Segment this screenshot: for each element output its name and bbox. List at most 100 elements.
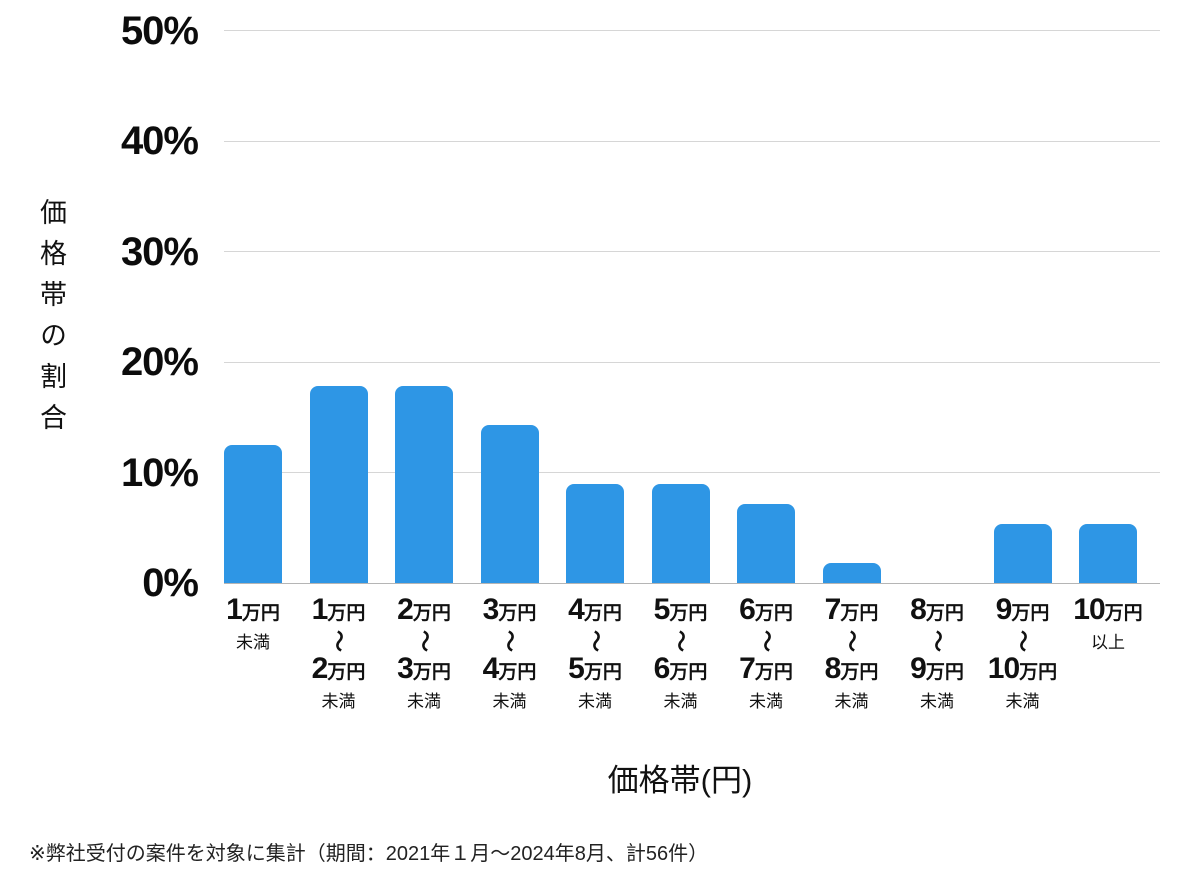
x-label-unit: 万円: [498, 603, 537, 624]
x-label-qualifier: 以上: [1091, 633, 1125, 652]
x-label-unit: 万円: [327, 662, 366, 683]
footnote: ※弊社受付の案件を対象に集計（期間：2021年１月～2024年8月、計56件）: [29, 843, 709, 865]
x-label-number: 8: [910, 593, 927, 626]
y-tick-label: 50%: [120, 8, 199, 53]
x-label-number: 6: [739, 593, 756, 626]
x-label-line1: 3 万円: [483, 593, 537, 630]
x-label-line2: 3 万円: [397, 652, 451, 689]
x-label-line2: 5 万円: [568, 652, 622, 689]
x-label-number: 9: [995, 593, 1013, 626]
tilde-separator: 〜: [839, 629, 865, 653]
gridline: [224, 30, 1160, 31]
x-label-number: 3: [397, 652, 414, 685]
x-label-unit: 万円: [840, 603, 879, 624]
x-label-unit: 万円: [412, 662, 451, 683]
x-label-qualifier: 未満: [321, 692, 356, 711]
x-label-number: 10: [1073, 593, 1105, 626]
x-label-line2: 10 万円: [988, 652, 1057, 689]
x-label-number: 5: [653, 593, 671, 626]
bar: [993, 523, 1052, 583]
x-label-unit: 万円: [1011, 603, 1050, 624]
x-label-line1: 6 万円: [739, 593, 793, 630]
x-label-line2: 2 万円: [312, 652, 366, 689]
x-label-number: 2: [311, 652, 329, 685]
x-label-line1: 1 万円: [226, 593, 280, 630]
bar: [480, 425, 539, 583]
gridline: [224, 361, 1160, 363]
tilde-separator: 〜: [411, 629, 437, 653]
x-category-label: 2 万円〜 3 万円 未満: [379, 593, 469, 713]
x-label-number: 1: [226, 593, 243, 626]
y-tick-label: 30%: [120, 229, 199, 274]
x-label-line1: 10 万円: [1073, 593, 1142, 630]
x-label-unit: 万円: [669, 662, 708, 683]
x-label-qualifier: 未満: [663, 692, 698, 711]
x-category-label: 1 万円未満: [208, 593, 298, 654]
x-label-number: 4: [568, 593, 585, 626]
x-label-line2: 4 万円: [483, 652, 537, 689]
x-label-number: 6: [653, 652, 671, 685]
x-label-unit: 万円: [840, 662, 879, 683]
bar: [822, 563, 881, 583]
x-label-unit: 万円: [412, 603, 451, 624]
x-label-qualifier: 未満: [920, 692, 954, 711]
y-axis-title: 価格帯の割合: [36, 198, 66, 444]
x-category-label: 5 万円〜 6 万円未満: [636, 593, 726, 713]
tilde-separator: 〜: [668, 629, 694, 653]
bar: [1079, 523, 1137, 583]
x-axis-baseline: [224, 582, 1160, 584]
bar: [395, 385, 453, 583]
x-label-line2: 8 万円: [825, 652, 879, 689]
tilde-separator: 〜: [326, 629, 352, 653]
y-tick-label: 10%: [120, 450, 199, 495]
x-label-unit: 万円: [583, 603, 622, 624]
x-category-label: 3 万円〜 4 万円 未満: [465, 593, 555, 713]
x-label-qualifier: 未満: [407, 692, 441, 711]
bar: [737, 504, 795, 583]
x-label-qualifier: 未満: [578, 692, 612, 711]
x-category-label: 10 万円以上: [1063, 593, 1153, 654]
gridline: [224, 472, 1160, 473]
x-label-qualifier: 未満: [492, 692, 527, 711]
x-label-unit: 万円: [1019, 662, 1058, 683]
x-label-qualifier: 未満: [236, 633, 270, 652]
bar: [651, 484, 710, 583]
x-label-line2: 7 万円: [739, 652, 793, 689]
x-label-number: 9: [910, 652, 927, 685]
y-tick-label: 20%: [120, 340, 199, 384]
x-label-unit: 万円: [754, 603, 793, 624]
tilde-separator: 〜: [497, 629, 523, 653]
x-label-line1: 1 万円: [312, 593, 366, 630]
y-tick-label: 0%: [142, 561, 199, 605]
x-category-label: 1 万円〜 2 万円 未満: [294, 593, 384, 713]
x-label-unit: 万円: [498, 662, 537, 683]
x-label-line1: 2 万円: [397, 593, 451, 630]
tilde-separator: 〜: [924, 629, 950, 653]
x-category-label: 9 万円〜 10 万円 未満: [978, 593, 1068, 713]
x-label-line1: 5 万円: [654, 593, 708, 630]
x-label-unit: 万円: [241, 603, 280, 624]
x-axis-title: 価格帯(円): [607, 763, 753, 798]
x-label-number: 3: [482, 593, 500, 626]
gridline: [224, 251, 1160, 252]
x-label-qualifier: 未満: [834, 692, 869, 711]
x-label-number: 4: [482, 652, 500, 685]
x-label-unit: 万円: [925, 603, 964, 624]
x-label-unit: 万円: [583, 662, 622, 683]
x-category-label: 8 万円〜 9 万円 未満: [892, 593, 982, 713]
x-label-unit: 万円: [327, 603, 366, 624]
tilde-separator: 〜: [753, 629, 779, 653]
x-label-number: 10: [987, 652, 1020, 685]
x-label-number: 7: [739, 652, 756, 685]
x-label-qualifier: 未満: [1005, 692, 1040, 711]
x-label-unit: 万円: [925, 662, 964, 683]
x-label-line2: 9 万円: [910, 652, 964, 689]
x-label-line1: 8 万円: [910, 593, 964, 630]
x-label-line1: 4 万円: [568, 593, 622, 630]
x-label-number: 8: [824, 652, 842, 685]
gridline: [224, 140, 1160, 142]
bar: [224, 444, 282, 583]
x-label-line1: 9 万円: [996, 593, 1050, 630]
x-label-number: 1: [311, 593, 329, 626]
bar: [566, 484, 624, 583]
